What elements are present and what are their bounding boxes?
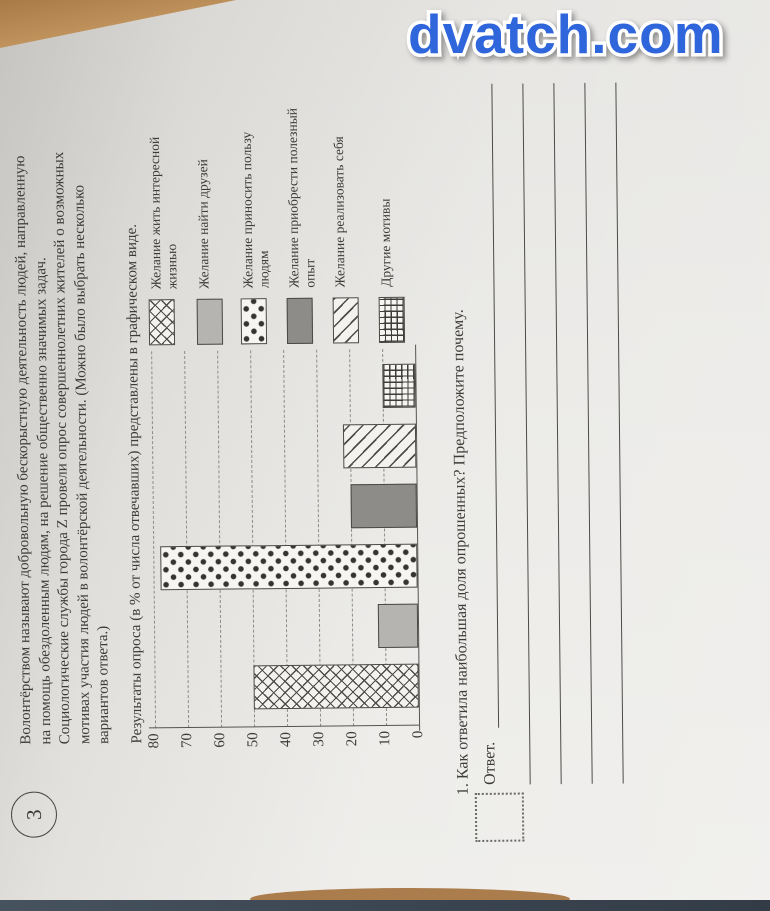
bar-grid bbox=[382, 363, 416, 408]
legend-swatch-grid bbox=[378, 296, 406, 343]
answer-line bbox=[584, 82, 593, 784]
y-axis-tick-label: 50 bbox=[245, 732, 262, 748]
chart-gridline bbox=[217, 350, 223, 728]
bar-solid-dark bbox=[350, 483, 418, 529]
answer-line bbox=[615, 82, 624, 784]
score-box bbox=[474, 792, 525, 843]
answer-line bbox=[553, 83, 562, 785]
bar-solid-light bbox=[378, 603, 419, 649]
question-1: 1. Как ответила наибольшая доля опрошенн… bbox=[449, 309, 472, 796]
chart-gridline bbox=[151, 351, 157, 729]
table-edge-strip bbox=[0, 900, 770, 911]
legend-label: Желание приносить пользу людям bbox=[238, 131, 272, 289]
legend-swatch-solid-light bbox=[196, 298, 224, 345]
y-axis-tick-label: 40 bbox=[278, 731, 295, 748]
y-axis-tick-label: 80 bbox=[146, 733, 163, 749]
legend-swatch-diagonal bbox=[332, 297, 360, 344]
legend-swatch-dots bbox=[240, 298, 268, 345]
legend-label: Желание реализовать себя bbox=[330, 136, 348, 288]
bar-diagonal bbox=[343, 423, 417, 469]
legend-swatch-crosshatch bbox=[148, 299, 176, 346]
chart-y-axis bbox=[149, 724, 420, 729]
answer-line bbox=[522, 83, 531, 785]
y-axis-tick-label: 10 bbox=[377, 730, 394, 747]
task-intro-paragraph: Волонтёрством называют добровольную беск… bbox=[10, 94, 114, 745]
task-number-circle: 3 bbox=[10, 791, 58, 838]
chart-gridline bbox=[184, 351, 190, 729]
legend-label: Другие мотивы bbox=[377, 198, 394, 288]
legend-label: Желание приобрести полезный опыт bbox=[284, 107, 318, 288]
y-axis-tick-label: 60 bbox=[212, 732, 229, 748]
y-axis-tick-label: 30 bbox=[311, 731, 328, 747]
legend-label: Желание жить интересной жизнью bbox=[146, 136, 180, 290]
answer-label: Ответ. bbox=[481, 741, 499, 785]
task-number: 3 bbox=[21, 809, 46, 821]
bar-crosshatch bbox=[253, 663, 419, 710]
y-axis-tick-label: 70 bbox=[179, 732, 196, 749]
legend-swatch-solid-dark bbox=[286, 297, 314, 344]
y-axis-tick-label: 0 bbox=[410, 730, 427, 739]
watermark: dvatch.com bbox=[405, 0, 727, 69]
y-axis-tick-label: 20 bbox=[344, 731, 361, 747]
legend-label: Желание найти друзей bbox=[195, 159, 212, 289]
results-caption: Результаты опроса (в % от числа отвечавш… bbox=[123, 223, 146, 744]
answer-line bbox=[491, 83, 500, 728]
bar-dots bbox=[159, 543, 418, 591]
